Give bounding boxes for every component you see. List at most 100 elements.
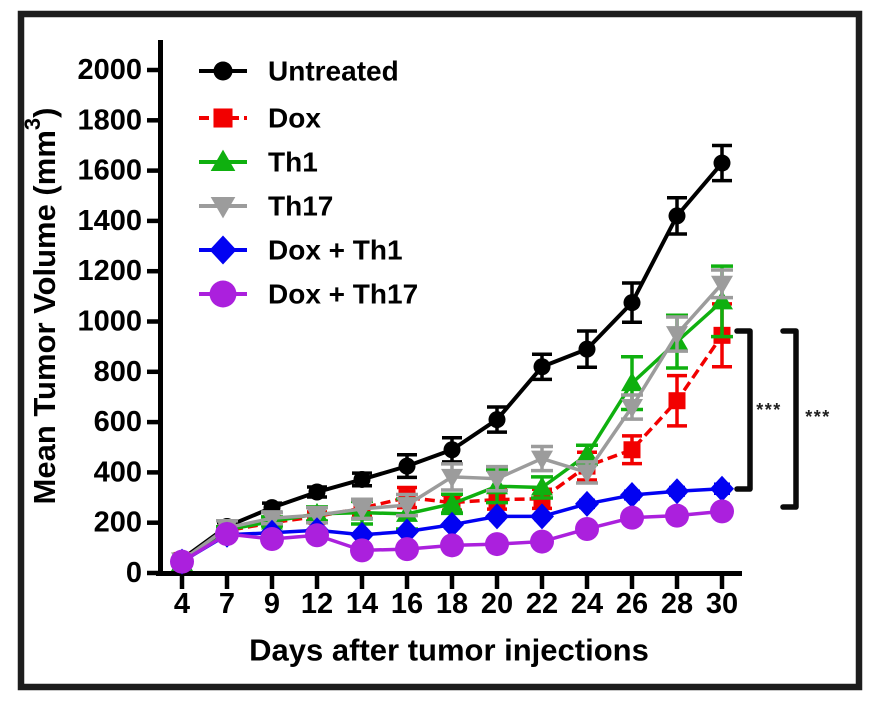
data-point-marker: [351, 500, 373, 520]
data-point-marker: [261, 510, 283, 530]
x-tick-label: 30: [706, 588, 738, 620]
data-point-marker: [485, 532, 509, 557]
data-point-marker: [620, 505, 644, 530]
data-point-marker: [533, 358, 551, 376]
data-point-marker: [710, 475, 734, 502]
data-point-marker: [713, 154, 731, 172]
data-point-marker: [668, 392, 686, 410]
x-tick-label: 12: [301, 588, 333, 620]
data-point-marker: [485, 503, 509, 530]
x-tick-label: 24: [571, 588, 603, 620]
data-point-marker: [260, 527, 284, 552]
data-point-marker: [576, 464, 598, 484]
data-point-marker: [665, 503, 689, 528]
data-point-marker: [209, 235, 237, 265]
data-point-marker: [621, 372, 643, 392]
legend: Untreated Dox Th1 Th17 Dox + Th1 Dox + Th17: [199, 56, 418, 310]
x-tick-label: 22: [526, 588, 558, 620]
x-tick-label: 4: [174, 588, 190, 620]
data-point-marker: [350, 538, 374, 563]
data-point-marker: [531, 476, 553, 496]
x-axis-title: Days after tumor injections: [249, 633, 649, 668]
data-point-marker: [486, 470, 508, 490]
data-point-marker: [440, 533, 464, 558]
data-point-marker: [531, 450, 553, 470]
data-point-marker: [575, 516, 599, 541]
legend-item-th17: Th17: [199, 191, 333, 222]
data-point-marker: [621, 399, 643, 419]
y-tick-label: 1600: [77, 155, 142, 187]
significance-stars: ***: [756, 400, 782, 420]
data-point-marker: [210, 197, 236, 219]
legend-label: Dox + Th1: [268, 235, 403, 266]
data-point-marker: [308, 483, 326, 501]
legend-label: Th1: [268, 147, 318, 178]
x-tick-label: 16: [391, 588, 423, 620]
data-point-marker: [441, 468, 463, 488]
x-tick-label: 9: [264, 588, 280, 620]
data-point-marker: [666, 326, 688, 346]
y-tick-label: 1000: [77, 306, 142, 338]
data-point-marker: [711, 290, 733, 310]
legend-item-dox-th17: Dox + Th17: [199, 279, 418, 310]
data-point-marker: [575, 490, 599, 517]
series-dox-th17: [170, 499, 734, 574]
y-tick-label: 1400: [77, 205, 142, 237]
x-tick-label: 20: [481, 588, 513, 620]
y-tick-label: 400: [94, 456, 142, 488]
legend-item-dox: Dox: [199, 103, 321, 134]
legend-label: Th17: [268, 191, 333, 222]
data-point-marker: [620, 482, 644, 509]
data-point-marker: [441, 492, 463, 512]
data-point-marker: [395, 537, 419, 562]
data-point-marker: [398, 457, 416, 475]
figure-border: [17, 10, 863, 691]
y-tick-label: 600: [94, 406, 142, 438]
data-point-marker: [665, 478, 689, 505]
data-point-marker: [623, 441, 641, 459]
data-point-marker: [578, 340, 596, 358]
data-point-marker: [443, 441, 461, 459]
y-tick-label: 200: [94, 507, 142, 539]
data-point-marker: [488, 411, 506, 429]
data-point-marker: [711, 275, 733, 295]
y-tick-label: 1800: [77, 104, 142, 136]
data-point-marker: [668, 207, 686, 225]
data-point-marker: [213, 61, 233, 81]
x-tick-label: 26: [616, 588, 648, 620]
data-point-marker: [306, 507, 328, 527]
data-point-marker: [353, 470, 371, 488]
significance-bracket: [780, 328, 799, 510]
significance-bracket: [734, 328, 753, 492]
axes: 0 200 400 600 800 1000 1200 1400 1600 1800 2000 4 7 9…: [77, 40, 742, 620]
data-point-marker: [209, 280, 237, 308]
data-point-marker: [576, 443, 598, 463]
data-point-marker: [305, 523, 329, 548]
x-tick-label: 28: [661, 588, 693, 620]
data-point-marker: [213, 108, 233, 128]
y-tick-label: 0: [126, 557, 142, 589]
legend-item-dox-th1: Dox + Th1: [199, 235, 403, 266]
significance-stars: ***: [805, 407, 831, 427]
data-point-marker: [395, 518, 419, 545]
data-point-marker: [710, 499, 734, 524]
x-tick-label: 7: [219, 588, 235, 620]
data-point-marker: [530, 529, 554, 554]
data-point-marker: [440, 511, 464, 538]
data-point-marker: [170, 549, 194, 574]
x-tick-label: 14: [346, 588, 378, 620]
y-tick-label: 800: [94, 356, 142, 388]
legend-label: Dox: [268, 103, 321, 134]
legend-item-untreated: Untreated: [199, 56, 399, 87]
y-tick-label: 2000: [77, 54, 142, 86]
legend-label: Untreated: [268, 56, 399, 87]
y-axis-title: Mean Tumor Volume (mm3): [20, 108, 62, 505]
data-point-marker: [210, 149, 236, 171]
data-point-marker: [215, 522, 239, 547]
y-tick-label: 1200: [77, 255, 142, 287]
data-point-marker: [396, 497, 418, 517]
x-tick-label: 18: [436, 588, 468, 620]
